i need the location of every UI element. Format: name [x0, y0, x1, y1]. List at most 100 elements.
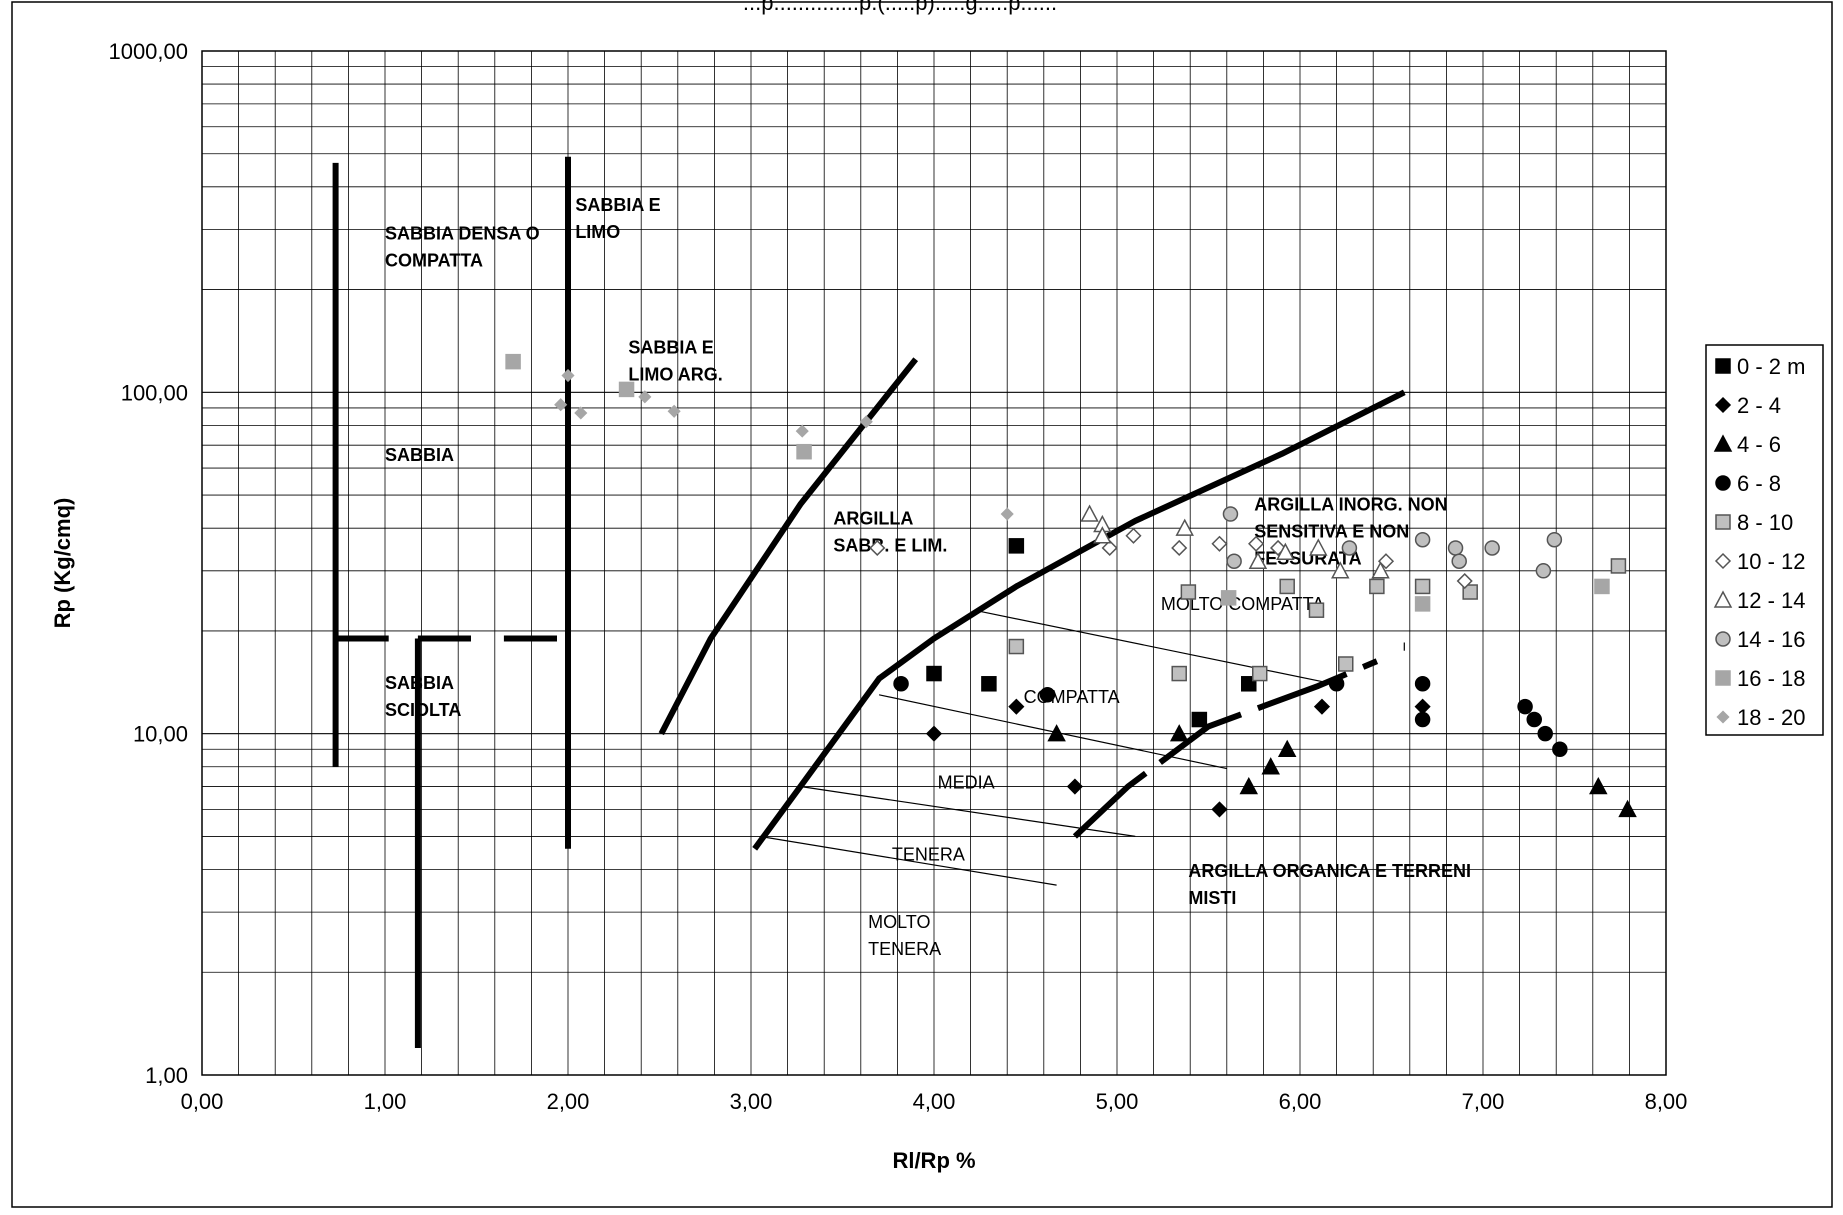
x-tick-label: 4,00 [913, 1089, 956, 1114]
data-point [1414, 676, 1431, 692]
data-point [574, 406, 588, 420]
legend-marker [1714, 552, 1732, 570]
data-point [1008, 638, 1025, 655]
data-point [554, 398, 568, 412]
data-point [1066, 778, 1083, 795]
data-point [1248, 535, 1265, 552]
data-point [1279, 578, 1295, 595]
data-point [795, 424, 809, 438]
x-tick-label: 8,00 [1645, 1089, 1688, 1114]
zone-label: COMPATTA [385, 251, 483, 271]
legend-marker [1715, 514, 1731, 530]
data-point [1414, 531, 1431, 548]
legend-marker [1715, 670, 1731, 686]
data-point [505, 353, 521, 370]
zone-boundary-line [974, 609, 1334, 685]
data-point [1308, 602, 1325, 618]
legend-label: 14 - 16 [1737, 627, 1806, 652]
data-point [1552, 741, 1568, 758]
y-tick-label: 1,00 [145, 1063, 188, 1088]
zone-label: SABBIA [385, 673, 454, 693]
data-point [1251, 665, 1268, 682]
data-point [1101, 539, 1118, 557]
data-point [1484, 540, 1500, 556]
legend-label: 10 - 12 [1737, 549, 1806, 574]
data-point [1589, 776, 1608, 795]
x-tick-labels: 0,00 1,00 2,00 3,00 4,00 5,00 6,00 7,00 8,00 [181, 1089, 1688, 1114]
x-tick-label: 6,00 [1279, 1089, 1322, 1114]
data-point [1277, 739, 1297, 758]
data-point [1191, 711, 1208, 728]
x-tick-label: 2,00 [547, 1089, 590, 1114]
data-point [1039, 687, 1056, 703]
zone-label: MOLTO [868, 912, 930, 932]
zone-label: TENERA [868, 939, 941, 959]
data-point [1175, 518, 1194, 536]
legend-marker [1716, 710, 1730, 724]
data-point [1447, 540, 1464, 556]
data-point [1180, 584, 1197, 600]
data-point [1008, 538, 1025, 554]
zone-label: LIMO ARG. [628, 364, 722, 384]
legend-label: 0 - 2 m [1737, 354, 1805, 379]
zone-labels: SABBIA DENSA O COMPATTA SABBIA E LIMO SABBIA… [385, 195, 1471, 959]
data-point [1338, 656, 1354, 672]
zone-label: SCIOLTA [385, 700, 461, 720]
x-tick-label: 7,00 [1462, 1089, 1505, 1114]
data-point [796, 443, 812, 460]
x-tick-label: 3,00 [730, 1089, 773, 1114]
data-point [925, 725, 943, 742]
data-point [667, 404, 681, 418]
legend-marker [1713, 434, 1733, 452]
data-point [1080, 504, 1099, 522]
x-tick-label: 5,00 [1096, 1089, 1139, 1114]
data-point [1276, 542, 1295, 561]
legend-label: 8 - 10 [1737, 510, 1793, 535]
y-axis-title: Rp (Kg/cmq) [50, 498, 75, 629]
data-point [1313, 698, 1331, 715]
data-point [1047, 724, 1066, 742]
data-point [1594, 578, 1610, 595]
data-point [1211, 535, 1228, 552]
data-point [1211, 801, 1228, 818]
data-point [1220, 590, 1237, 606]
zone-label: MEDIA [938, 773, 995, 793]
chart-title: ...p..............p.(.....p).....g.....p… [743, 0, 1057, 15]
data-point [1261, 757, 1280, 775]
data-point [1377, 553, 1395, 570]
data-point [1371, 561, 1390, 579]
data-point [893, 676, 909, 692]
data-point [1171, 539, 1188, 557]
data-point [1517, 698, 1533, 715]
data-points [505, 353, 1637, 818]
legend-label: 12 - 14 [1737, 588, 1806, 613]
data-point [1331, 561, 1350, 579]
legend-marker [1715, 358, 1731, 374]
data-point [1008, 698, 1025, 715]
zone-boundary-line [800, 785, 1136, 837]
legend-label: 16 - 18 [1737, 666, 1806, 691]
data-point [1610, 558, 1627, 574]
legend-marker [1715, 475, 1731, 491]
data-point [638, 390, 652, 404]
zone-label: SABBIA [385, 445, 454, 465]
legend-label: 2 - 4 [1737, 393, 1781, 418]
legend-marker [1713, 590, 1733, 608]
data-point [1462, 584, 1478, 600]
zone-label: ARGILLA INORG. NON [1254, 495, 1447, 515]
data-point [1248, 551, 1268, 569]
x-axis-title: Rl/Rp % [892, 1148, 975, 1173]
data-point [1169, 724, 1189, 742]
data-point [859, 415, 873, 429]
y-tick-label: 10,00 [133, 722, 188, 747]
data-point [1451, 553, 1467, 569]
data-point [926, 665, 942, 682]
data-point [1535, 563, 1552, 579]
y-tick-label: 100,00 [121, 380, 188, 405]
y-tick-label: 1000,00 [108, 39, 188, 64]
y-tick-labels: 1,00 10,00 100,00 1000,00 [108, 39, 188, 1088]
legend-marker [1715, 631, 1731, 647]
data-point [1414, 578, 1431, 595]
zone-label: SABBIA DENSA O [385, 224, 540, 244]
